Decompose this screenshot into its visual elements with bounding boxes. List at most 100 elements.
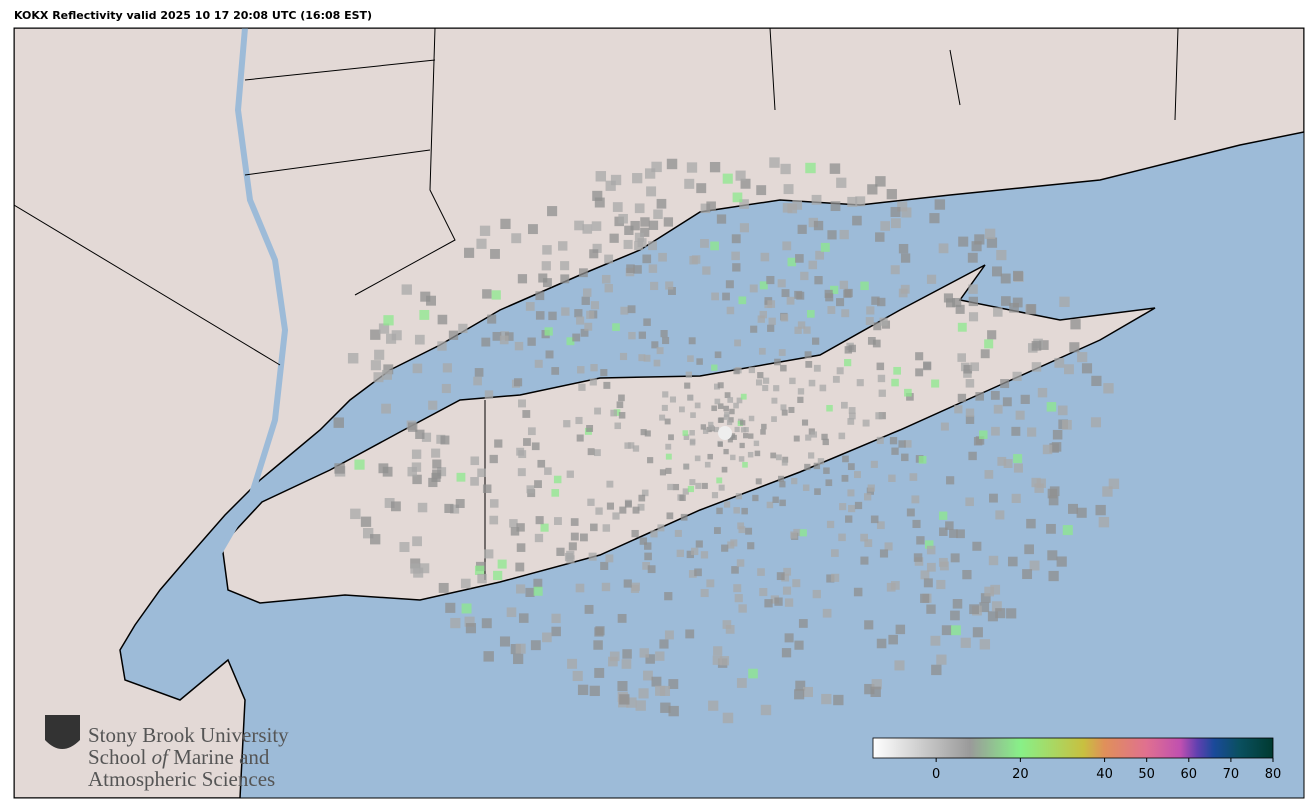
- radar-echo: [694, 402, 701, 409]
- radar-echo: [748, 366, 756, 374]
- radar-echo: [839, 229, 849, 240]
- radar-echo: [718, 417, 725, 423]
- radar-echo: [990, 391, 1000, 400]
- radar-echo: [956, 529, 965, 539]
- radar-echo: [657, 524, 665, 532]
- radar-echo: [664, 630, 674, 640]
- radar-echo: [642, 562, 651, 570]
- radar-echo: [481, 337, 491, 347]
- radar-echo: [712, 655, 723, 665]
- radar-echo: [601, 274, 611, 284]
- radar-echo: [811, 194, 822, 205]
- radar-echo: [786, 296, 795, 305]
- radar-echo: [845, 515, 853, 523]
- radar-echo: [836, 367, 844, 375]
- radar-echo: [1038, 340, 1049, 350]
- radar-echo: [538, 273, 548, 283]
- radar-echo: [1020, 394, 1030, 404]
- radar-echo: [900, 253, 911, 263]
- radar-echo: [688, 570, 697, 578]
- radar-echo: [1002, 397, 1012, 407]
- radar-echo: [556, 547, 565, 556]
- radar-echo: [727, 437, 733, 443]
- radar-echo: [884, 542, 893, 551]
- radar-echo: [391, 330, 402, 341]
- radar-echo: [653, 359, 661, 367]
- radar-echo: [589, 249, 599, 259]
- radar-echo: [603, 381, 611, 389]
- radar-echo: [936, 654, 947, 665]
- radar-echo: [450, 504, 460, 514]
- radar-echo: [955, 304, 965, 314]
- radar-echo: [484, 549, 494, 559]
- radar-echo: [527, 224, 538, 235]
- radar-echo: [1000, 273, 1011, 284]
- radar-echo: [711, 364, 718, 371]
- radar-echo: [477, 468, 486, 478]
- radar-echo: [721, 466, 728, 473]
- radar-echo: [1029, 560, 1040, 571]
- logo: Stony Brook University School of Marine …: [45, 715, 289, 791]
- radar-echo: [347, 352, 359, 364]
- map-frame: [13, 27, 1305, 799]
- radar-echo: [780, 163, 791, 175]
- radar-echo: [702, 266, 711, 275]
- radar-echo: [713, 646, 723, 656]
- radar-echo: [684, 382, 691, 389]
- radar-echo: [775, 454, 782, 461]
- radar-echo: [586, 425, 594, 432]
- radar-echo: [895, 624, 906, 635]
- radar-echo: [639, 648, 649, 658]
- radar-echo: [567, 658, 578, 669]
- radar-echo: [904, 388, 912, 397]
- radar-echo: [794, 640, 804, 650]
- radar-echo: [647, 457, 654, 464]
- radar-echo: [915, 368, 924, 377]
- radar-echo: [766, 275, 775, 285]
- radar-echo: [880, 221, 891, 231]
- radar-echo: [758, 347, 766, 355]
- radar-echo: [1070, 319, 1081, 330]
- radar-echo: [665, 281, 674, 290]
- radar-echo: [706, 579, 715, 588]
- radar-echo: [1059, 296, 1070, 308]
- radar-echo: [523, 438, 531, 446]
- radar-echo: [540, 523, 549, 532]
- radar-echo: [890, 581, 900, 590]
- radar-echo: [836, 177, 847, 188]
- radar-echo: [577, 684, 589, 696]
- colorbar-bar: [872, 737, 1274, 759]
- radar-echo: [601, 582, 611, 592]
- radar-echo: [721, 544, 729, 552]
- radar-echo: [987, 611, 998, 622]
- radar-echo: [795, 254, 804, 263]
- radar-echo: [665, 443, 672, 450]
- radar-echo: [975, 392, 984, 401]
- radar-echo: [640, 227, 650, 237]
- radar-echo: [399, 542, 410, 553]
- radar-echo: [996, 249, 1007, 261]
- radar-echo: [661, 404, 668, 411]
- radar-echo: [594, 197, 605, 208]
- radar-echo: [570, 518, 579, 526]
- radar-echo: [514, 341, 524, 351]
- radar-echo: [631, 582, 640, 591]
- logo-line: Atmospheric Sciences: [88, 767, 275, 791]
- radar-echo: [938, 243, 949, 254]
- radar-echo: [781, 409, 788, 416]
- radar-echo: [912, 519, 921, 529]
- radar-echo: [676, 549, 685, 558]
- radar-echo: [644, 430, 651, 437]
- radar-echo: [813, 462, 821, 470]
- radar-echo: [668, 705, 679, 717]
- radar-echo: [580, 533, 588, 542]
- radar-echo: [852, 215, 862, 226]
- radar-echo: [413, 567, 424, 578]
- radar-echo: [764, 599, 773, 608]
- colorbar-tick-label: 20: [1012, 767, 1029, 782]
- radar-echo: [410, 558, 421, 569]
- radar-echo: [813, 220, 824, 231]
- radar-echo: [1090, 417, 1102, 428]
- radar-echo: [542, 278, 552, 288]
- radar-echo: [856, 379, 864, 387]
